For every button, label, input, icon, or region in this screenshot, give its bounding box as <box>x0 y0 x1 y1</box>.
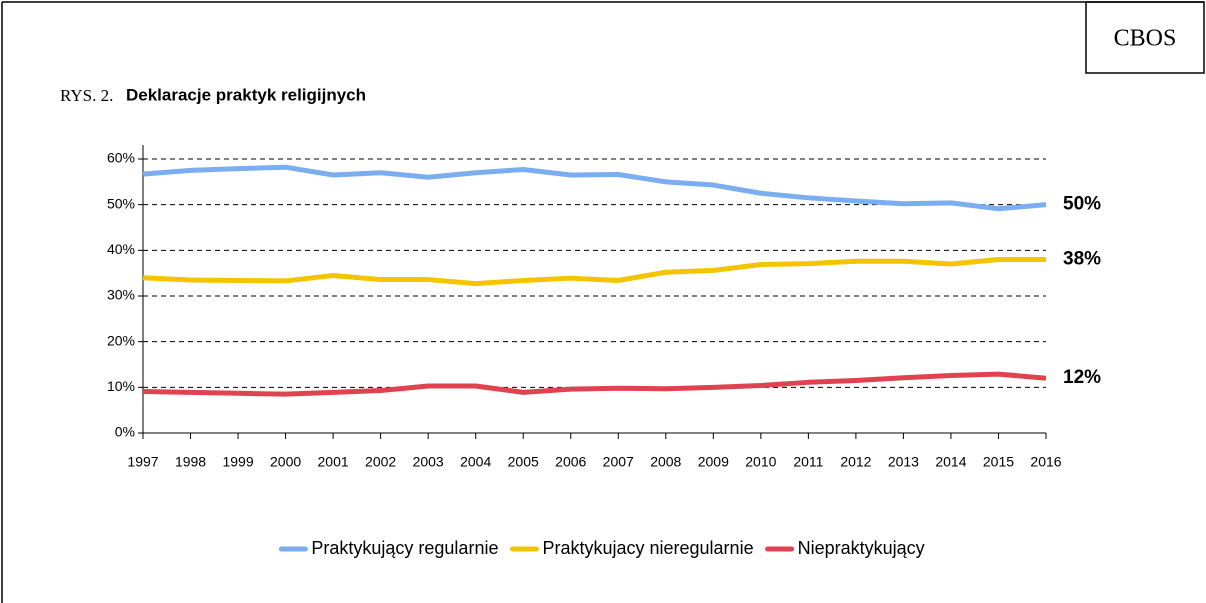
series-line <box>142 256 1046 287</box>
x-tick-label: 2007 <box>603 454 634 470</box>
x-tick-label: 2002 <box>365 454 396 470</box>
source: CBOS <box>1114 26 1177 52</box>
x-tick-label: 1998 <box>175 454 206 470</box>
y-tick-label: 30% <box>107 287 135 303</box>
x-tick-label: 2006 <box>555 454 586 470</box>
x-tick-label: 2012 <box>840 454 871 470</box>
x-tick-label: 2004 <box>460 454 491 470</box>
y-tick-label: 60% <box>107 150 135 166</box>
x-tick-label: 2005 <box>508 454 539 470</box>
x-tick-label: 2003 <box>413 454 444 470</box>
y-tick-label: 20% <box>107 332 135 348</box>
x-tick-label: 2009 <box>698 454 729 470</box>
x-tick-label: 2011 <box>793 454 823 470</box>
y-tick-label: 40% <box>107 241 135 257</box>
legend-label: Praktykujacy nieregularnie <box>542 538 753 558</box>
x-tick-label: 2013 <box>888 454 919 470</box>
x-tick-label: 1997 <box>127 454 158 470</box>
value-label: 50% <box>1063 194 1101 215</box>
x-tick-label: 2001 <box>318 454 349 470</box>
x-tick-label: 2016 <box>1030 454 1061 470</box>
y-tick-label: 10% <box>107 378 135 394</box>
x-tick-label: 2000 <box>270 454 301 470</box>
series-line <box>142 371 1047 397</box>
y-tick-label: 50% <box>107 195 135 211</box>
y-tick-label: 0% <box>115 424 135 440</box>
x-tick-label: 1999 <box>222 454 253 470</box>
figure-label: RYS. 2. <box>60 86 113 105</box>
legend-label: Praktykujący regularnie <box>311 538 498 558</box>
x-tick-label: 2008 <box>650 454 681 470</box>
chart-title: Deklaracje praktyk religijnych <box>126 85 366 104</box>
series-line <box>142 164 1047 212</box>
legend-label: Niepraktykujący <box>798 538 925 558</box>
x-tick-label: 2015 <box>983 454 1014 470</box>
source-box <box>1085 1 1205 74</box>
x-tick-label: 2010 <box>745 454 776 470</box>
x-tick-label: 2014 <box>935 454 966 470</box>
value-label: 12% <box>1063 367 1101 388</box>
value-label: 38% <box>1063 248 1101 269</box>
